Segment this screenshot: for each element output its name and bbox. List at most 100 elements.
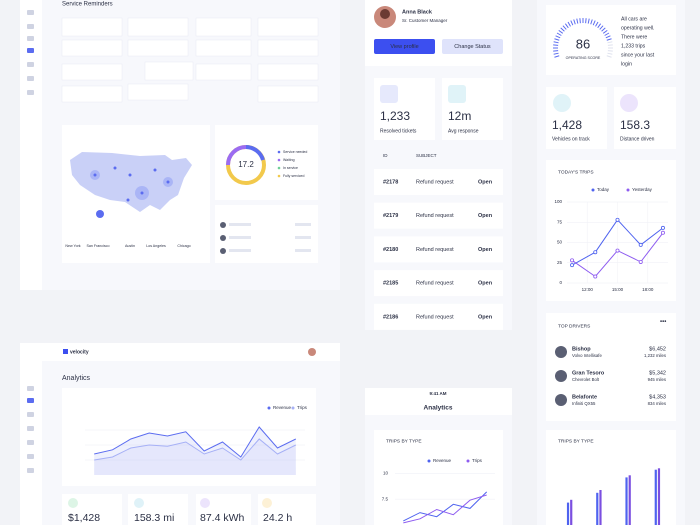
ticket-row [374,236,503,263]
gauge-tick [570,20,574,26]
city-label: San Francisco [87,244,110,248]
ticket-id: #2185 [383,281,398,287]
legend-label: Trips [472,458,483,463]
gauge-tick [576,18,579,24]
gauge-tick [590,19,593,25]
gauge-tick [553,50,559,52]
ticket-status: Open [478,213,493,219]
icon [27,412,34,417]
legend-label: Fully serviced [283,174,304,178]
gauge-tick [554,38,560,41]
stat-icon [200,498,210,508]
gauge-tick [606,55,612,58]
driver-car: Chevrolet Bolt [572,377,600,382]
placeholder [229,223,251,226]
gauge-tick [560,27,565,32]
gauge-tick [599,25,604,30]
legend-label: Trips [297,405,308,410]
overview-card [546,5,676,75]
driver-name: Gran Tesoro [572,370,605,376]
chart-title: TRIPS BY TYPE [386,438,422,444]
card [257,63,319,81]
driver-car: Volvo Intellisafe [572,353,602,358]
city-label: Austin [125,244,135,248]
driver-miles: 945 miles [648,377,666,382]
stat-value: 1,428 [552,118,582,132]
top-bar [20,343,340,361]
column-header: ID [383,153,388,158]
stat-icon [380,85,398,103]
card [127,83,189,101]
bar [599,490,602,525]
trips-card [546,160,676,301]
line [94,426,297,458]
card [144,61,194,81]
card [257,39,319,57]
drivers-mini-card [215,205,318,263]
city-label: New York [65,244,80,248]
change-status-button[interactable] [442,39,503,54]
avatar [555,394,567,406]
point [570,258,575,263]
stat-value: 24.2 h [263,512,292,524]
overview-message: operating well. [621,25,654,31]
point [593,250,598,255]
reminder-cards [61,17,319,103]
button-label: Change Status [454,44,491,50]
icon [27,62,34,67]
section-title: Service Reminders [62,2,113,8]
marker [96,210,104,218]
gauge-tick [595,21,599,27]
x-tick-label: 12:00 [582,287,594,292]
analytics-card [62,388,316,486]
gauge-tick [607,44,613,46]
ticket-row [374,303,503,330]
icon [27,454,34,459]
ticket-row [374,270,503,297]
donut-arc [245,145,265,161]
y-tick-label: 100 [554,199,562,204]
stat-icon [134,498,144,508]
point [660,225,665,230]
mini-rows [220,222,311,254]
gauge-tick [602,29,608,34]
button-label: View profile [390,44,418,50]
driver-car: Infiniti QX55 [572,401,596,406]
gauge-tick [567,21,571,27]
overview-message: since your last [621,52,655,58]
legend-label: Service needed [283,150,307,154]
mobile-card [374,430,503,525]
driver-miles: 834 miles [648,401,666,406]
gauge-tick [553,44,559,46]
legend-dot [277,166,281,170]
view-profile-button[interactable] [374,39,435,54]
avatar [555,346,567,358]
stat-label: Avg response [448,128,479,134]
gauge-tick [555,35,561,39]
card-title: TOP DRIVERS [558,323,590,329]
brand: velocity [70,349,89,355]
profile-role: Sr. Customer Manager [402,18,448,23]
gauge-tick [587,18,590,24]
stat-icon [262,498,272,508]
city-label: Chicago [177,244,190,248]
avatar-hair [380,9,390,19]
point [570,263,575,268]
mobile-title: Analytics [424,405,453,412]
overview-message: login [621,61,632,67]
card [127,17,189,37]
placeholder [229,236,251,239]
icon-active [27,398,34,403]
gauge-tick [573,19,576,25]
stat-value: 1,233 [380,109,410,123]
marker [126,198,130,202]
avatar [308,348,316,356]
legend-dot [267,406,271,410]
gauge-tick [562,25,567,30]
icon [27,426,34,431]
icon [27,440,34,445]
stat-label: Distance driven [620,136,655,142]
bar [566,502,570,525]
stat-value: 158.3 mi [134,512,174,524]
